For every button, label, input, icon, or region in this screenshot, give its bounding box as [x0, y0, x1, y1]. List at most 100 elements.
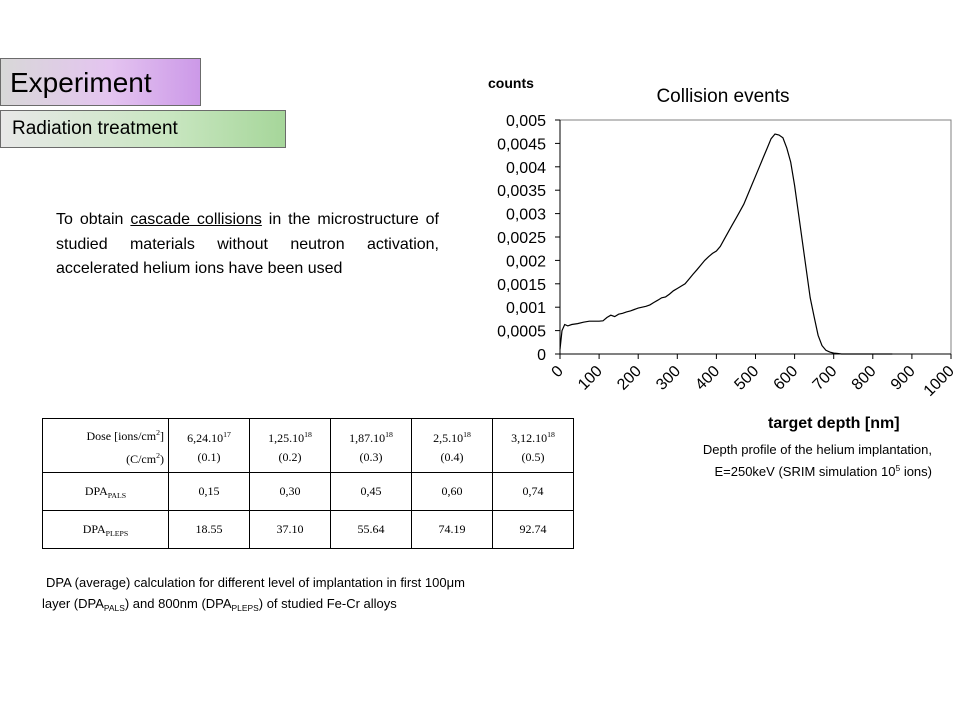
intro-text-after: in the microstructure of studied materia…: [56, 211, 440, 277]
dpa-label-sub: PLEPS: [105, 528, 129, 538]
dpa-pals-label: DPAPALS: [42, 472, 169, 511]
dose-unit-text: Dose [ions/cm: [86, 428, 157, 443]
dpa-value: 0,15: [168, 472, 250, 511]
caption-sup: 5: [895, 463, 901, 473]
x-tick-label: 900: [888, 363, 919, 394]
dose-mantissa: 2,5.10: [433, 430, 464, 445]
dpa-pleps-row: DPAPLEPS 18.55 37.10 55.64 74.19 92.74: [42, 510, 574, 549]
caption-text: ions): [900, 464, 932, 479]
dpa-value: 0,30: [249, 472, 331, 511]
caption-text: E=250keV (SRIM simulation 10: [714, 464, 896, 479]
y-tick-label: 0,0015: [497, 277, 546, 294]
chart-caption-line1: Depth profile of the helium implantation…: [702, 442, 932, 457]
dose-cell: 2,5.1018 (0.4): [411, 418, 493, 473]
dpa-value: 0,74: [492, 472, 574, 511]
dose-unit-sup: 2: [156, 427, 160, 437]
intro-text-before: To obtain: [56, 211, 131, 228]
y-tick-label: 0: [537, 347, 546, 364]
dose-header-label: Dose [ions/cm2] (C/cm2): [42, 418, 169, 473]
chart-caption: Depth profile of the helium implantation…: [600, 440, 932, 481]
x-axis-label: target depth [nm]: [768, 415, 900, 432]
x-tick-label: 600: [771, 363, 802, 394]
y-tick-label: 0,005: [506, 113, 546, 130]
dose-header-row: Dose [ions/cm2] (C/cm2) 6,24.1017 (0.1) 1,…: [42, 418, 574, 473]
dpa-value: 0,45: [330, 472, 412, 511]
caption-text: DPA (average) calculation for different …: [46, 575, 447, 590]
caption-mu-symbol: μ: [446, 575, 455, 590]
dose-exponent: 18: [304, 429, 312, 439]
dose-exponent: 18: [385, 429, 393, 439]
section-subtitle: Radiation treatment: [0, 110, 286, 148]
dpa-label-text: DPA: [82, 521, 106, 536]
charge-unit-sup: 2: [156, 450, 160, 460]
table-caption-line2: layer (DPAPALS) and 800nm (DPAPLEPS) of …: [42, 593, 572, 619]
caption-text: m: [454, 575, 465, 590]
dose-exponent: 18: [547, 429, 555, 439]
dose-cell: 1,25.1018 (0.2): [249, 418, 331, 473]
table-caption-line1: DPA (average) calculation for different …: [42, 572, 572, 593]
chart-title: Collision events: [656, 86, 789, 107]
x-tick-label: 1000: [921, 363, 958, 400]
dpa-label-text: DPA: [84, 483, 108, 498]
dose-mantissa: 1,87.10: [349, 430, 386, 445]
caption-sub: PALS: [103, 603, 125, 613]
series-line: [559, 133, 893, 355]
dpa-pleps-label: DPAPLEPS: [42, 510, 169, 549]
intro-paragraph: To obtain cascade collisions in the micr…: [56, 208, 439, 282]
dose-dpa: (0.2): [278, 449, 302, 464]
dose-dpa: (0.4): [440, 449, 464, 464]
page-title: Experiment: [0, 58, 201, 106]
x-ticks: 0 100 200 300 400 500 600 700 800 900 1000: [549, 354, 958, 400]
y-tick-label: 0,0035: [497, 183, 546, 200]
dose-exponent: 18: [463, 429, 471, 439]
y-axis-label: counts: [488, 75, 534, 91]
dpa-value: 92.74: [492, 510, 574, 549]
y-tick-label: 0,002: [506, 253, 546, 270]
caption-sub: PLEPS: [231, 603, 259, 613]
y-tick-label: 0,0005: [497, 324, 546, 341]
chart-caption-line2: E=250keV (SRIM simulation 105 ions): [600, 459, 932, 481]
y-tick-label: 0,0045: [497, 136, 546, 153]
x-tick-label: 100: [575, 363, 606, 394]
dpa-value: 37.10: [249, 510, 331, 549]
dose-mantissa: 3,12.10: [511, 430, 548, 445]
plot-area: [559, 119, 952, 355]
dpa-pals-row: DPAPALS 0,15 0,30 0,45 0,60 0,74: [42, 472, 574, 511]
y-ticks: 0 0,0005 0,001 0,0015 0,002 0,0025 0,003 0,0035…: [497, 113, 560, 364]
dose-dpa: (0.1): [197, 449, 221, 464]
caption-text: ) and 800nm (DPA: [124, 596, 232, 611]
y-tick-label: 0,0025: [497, 230, 546, 247]
dpa-table: Dose [ions/cm2] (C/cm2) 6,24.1017 (0.1) 1,…: [42, 418, 574, 549]
dpa-value: 55.64: [330, 510, 412, 549]
dose-cell: 6,24.1017 (0.1): [168, 418, 250, 473]
dose-exponent: 17: [223, 429, 231, 439]
charge-unit-text: (C/cm: [126, 451, 157, 466]
dpa-label-sub: PALS: [107, 490, 127, 500]
y-tick-label: 0,004: [506, 160, 546, 177]
x-tick-label: 700: [810, 363, 841, 394]
dose-cell: 1,87.1018 (0.3): [330, 418, 412, 473]
dpa-value: 74.19: [411, 510, 493, 549]
dose-mantissa: 1,25.10: [268, 430, 305, 445]
dose-mantissa: 6,24.10: [187, 430, 224, 445]
table-caption: DPA (average) calculation for different …: [42, 572, 572, 619]
caption-text: layer (DPA: [42, 596, 104, 611]
x-tick-label: 800: [849, 363, 880, 394]
y-tick-label: 0,003: [506, 207, 546, 224]
x-tick-label: 0: [549, 363, 567, 381]
intro-text-underlined: cascade collisions: [130, 211, 262, 228]
dose-dpa: (0.3): [359, 449, 383, 464]
dpa-value: 0,60: [411, 472, 493, 511]
x-tick-label: 200: [614, 363, 645, 394]
dose-dpa: (0.5): [521, 449, 545, 464]
x-tick-label: 400: [692, 363, 723, 394]
x-tick-label: 300: [653, 363, 684, 394]
charge-unit-end: ): [160, 451, 164, 466]
dose-unit-end: ]: [160, 428, 164, 443]
x-tick-label: 500: [731, 363, 762, 394]
caption-text: ) of studied Fe-Cr alloys: [258, 596, 397, 611]
dpa-value: 18.55: [168, 510, 250, 549]
y-tick-label: 0,001: [506, 300, 546, 317]
dose-cell: 3,12.1018 (0.5): [492, 418, 574, 473]
